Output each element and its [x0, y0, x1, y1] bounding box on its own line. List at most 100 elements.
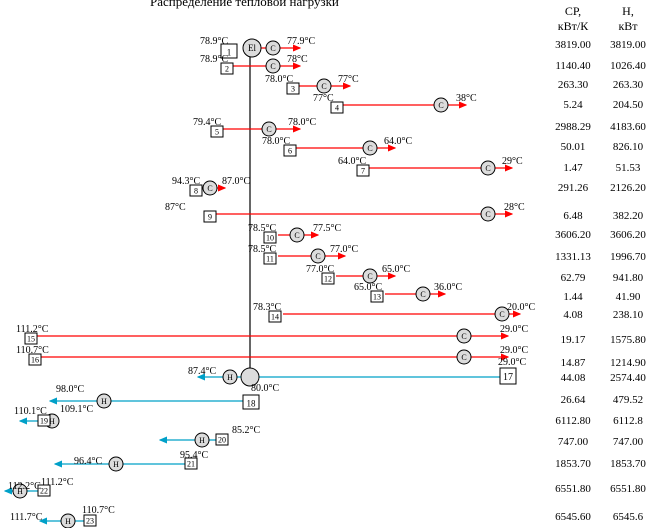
- hot-stream-6-id: 6: [288, 147, 292, 156]
- h-value-21: 1853.70: [610, 458, 646, 470]
- hot-stream-13-cooler-icon: [415, 286, 431, 302]
- cp-value-2: 1140.40: [555, 60, 591, 72]
- cp-value-7: 1.47: [563, 162, 583, 174]
- hot-stream-4-box: [330, 101, 344, 114]
- cp-value-6: 50.01: [561, 141, 586, 153]
- cold-stream-22-heater-icon: [12, 483, 28, 499]
- cold-stream-21-heater-icon: [108, 456, 124, 472]
- cp-value-18: 26.64: [561, 394, 586, 406]
- hot-stream-9-id: 9: [208, 213, 212, 222]
- hot-stream-16-t-out: 29.0°C: [500, 345, 528, 356]
- cold-stream-17-mixer: [240, 367, 260, 387]
- cp-value-21: 1853.70: [555, 458, 591, 470]
- h-value-11: 1996.70: [610, 251, 646, 263]
- h-value-13: 41.90: [616, 291, 641, 303]
- hot-stream-4-t-out: 38°C: [456, 93, 477, 104]
- hot-stream-5-box: [210, 125, 224, 138]
- cold-stream-23-t-out: 111.7°C: [10, 512, 43, 523]
- hot-stream-14-cooler-icon-letter: C: [499, 310, 504, 319]
- hot-stream-7-id: 7: [361, 167, 365, 176]
- h-value-22: 6551.80: [610, 483, 646, 495]
- hot-stream-15-cooler-icon: [456, 328, 472, 344]
- hot-stream-10-t-in: 78.5°C: [248, 223, 276, 234]
- cold-stream-20-heater-icon-letter: H: [199, 436, 205, 445]
- cp-value-23: 6545.60: [555, 511, 591, 523]
- cold-stream-23-t-in: 110.7°C: [82, 505, 115, 516]
- cp-value-3: 263.30: [558, 79, 589, 91]
- hot-stream-16-t-in: 110.7°C: [16, 345, 49, 356]
- hot-stream-1-exchanger: [242, 38, 262, 58]
- h-value-20: 747.00: [613, 436, 644, 448]
- cold-stream-21-id: 21: [187, 460, 195, 469]
- hot-stream-1-t-in: 78.9°C: [200, 36, 228, 47]
- hot-stream-13-cooler-icon-letter: C: [420, 290, 425, 299]
- hot-stream-11-id: 11: [266, 255, 274, 264]
- hot-stream-8-box: [189, 184, 203, 197]
- hot-stream-9-t-out: 28°C: [504, 202, 525, 213]
- hot-stream-6-box: [283, 144, 297, 157]
- hot-stream-4-cooler-icon-letter: C: [438, 101, 443, 110]
- hot-stream-7-cooler-icon-letter: C: [485, 164, 490, 173]
- hot-stream-6-cooler-icon-letter: C: [367, 144, 372, 153]
- hot-stream-9-t-in: 87°C: [165, 202, 186, 213]
- h-value-4: 204.50: [613, 99, 644, 111]
- hot-stream-15-cooler-icon-letter: C: [461, 332, 466, 341]
- hot-stream-6-t-in: 78.0°C: [262, 136, 290, 147]
- cold-stream-19-heater-icon-letter: H: [49, 417, 55, 426]
- cp-value-4: 5.24: [563, 99, 583, 111]
- cp-value-16: 14.87: [561, 357, 586, 369]
- cp-value-1: 3819.00: [555, 39, 591, 51]
- cold-stream-20-heater-icon: [194, 432, 210, 448]
- h-value-1: 3819.00: [610, 39, 646, 51]
- hot-stream-5-cooler-icon: [261, 121, 277, 137]
- hot-stream-5-id: 5: [215, 128, 219, 137]
- cold-stream-21-t-out: 96.4°C: [74, 456, 102, 467]
- h-header-label: H,: [622, 4, 634, 18]
- cp-value-15: 19.17: [561, 334, 586, 346]
- h-value-19: 6112.8: [613, 415, 643, 427]
- hot-stream-16-box: [28, 353, 42, 366]
- hot-stream-3-t-out: 77°C: [338, 74, 359, 85]
- h-value-9: 382.20: [613, 210, 644, 222]
- hot-stream-8-id: 8: [194, 187, 198, 196]
- hot-stream-2-cooler-icon: [265, 58, 281, 74]
- hot-stream-11-cooler-icon-letter: C: [315, 252, 320, 261]
- hot-stream-1-cooler-icon-letter: C: [270, 44, 275, 53]
- hot-stream-3-cooler-icon-letter: C: [321, 82, 326, 91]
- h-value-12: 941.80: [613, 272, 644, 284]
- hot-stream-5-t-in: 79.4°C: [193, 117, 221, 128]
- h-value-6: 826.10: [613, 141, 644, 153]
- hot-stream-1-box: [220, 43, 238, 59]
- cp-value-17: 44.08: [561, 372, 586, 384]
- h-value-17: 2574.40: [610, 372, 646, 384]
- hot-stream-7-t-out: 29°C: [502, 156, 523, 167]
- hot-stream-12-id: 12: [324, 275, 332, 284]
- cp-value-22: 6551.80: [555, 483, 591, 495]
- cold-stream-21-box: [184, 457, 198, 470]
- caption-fragment: Распределение тепловой нагрузки: [150, 0, 339, 9]
- hot-stream-13-t-in: 65.0°C: [354, 282, 382, 293]
- hot-stream-3-cooler-icon: [316, 78, 332, 94]
- cp-header-label: CP,: [565, 4, 581, 18]
- hot-stream-7-box: [356, 164, 370, 177]
- hot-stream-8-cooler-icon-letter: C: [207, 184, 212, 193]
- cold-stream-23-box: [83, 514, 97, 527]
- hot-stream-12-cooler-icon-letter: C: [367, 272, 372, 281]
- hot-stream-2-t-in: 78.9°C: [200, 54, 228, 65]
- hot-stream-12-box: [321, 272, 335, 285]
- cold-stream-19-t-in: 109.1°C: [60, 404, 93, 415]
- hot-stream-16-cooler-icon: [456, 349, 472, 365]
- hot-stream-11-t-out: 77.0°C: [330, 244, 358, 255]
- cold-stream-21-heater-icon-letter: H: [113, 460, 119, 469]
- hot-stream-15-t-in: 111.2°C: [16, 324, 49, 335]
- hot-stream-8-t-out: 87.0°C: [222, 176, 250, 187]
- cold-stream-22-t-out: 112.2°C: [8, 481, 41, 492]
- cold-stream-18-heater-icon: [96, 393, 112, 409]
- h-value-2: 1026.40: [610, 60, 646, 72]
- hot-stream-10-cooler-icon-letter: C: [294, 231, 299, 240]
- hot-stream-7-cooler-icon: [480, 160, 496, 176]
- h-value-5: 4183.60: [610, 121, 646, 133]
- hot-stream-4-t-in: 77°C: [313, 93, 334, 104]
- hot-stream-12-t-in: 77.0°C: [306, 264, 334, 275]
- cold-stream-18-id: 18: [247, 399, 257, 409]
